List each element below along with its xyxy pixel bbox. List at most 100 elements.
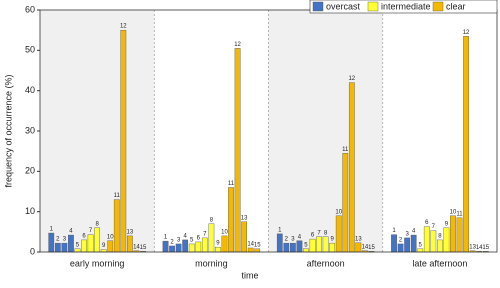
bar	[221, 235, 228, 253]
bar-label: 13	[241, 215, 248, 221]
bar	[316, 236, 322, 253]
bar	[169, 245, 175, 253]
legend-box	[309, 0, 498, 14]
bar	[195, 241, 202, 253]
bar	[201, 237, 208, 253]
bar-label: 8	[324, 230, 328, 236]
bar-label: 8	[438, 233, 442, 239]
bar-label: 7	[89, 228, 93, 234]
bar	[342, 152, 349, 253]
bar-label: 1	[392, 228, 396, 234]
bar-label: 5	[190, 238, 194, 244]
bar	[430, 230, 437, 253]
panel-background	[268, 10, 383, 252]
bar	[391, 234, 397, 253]
bar	[290, 242, 296, 253]
y-tick-label: 60	[25, 4, 35, 14]
bar-label: 5	[304, 242, 308, 248]
legend: overcast intermediate clear	[309, 0, 498, 14]
legend-label: intermediate	[381, 1, 431, 11]
bar	[175, 243, 182, 253]
bar	[437, 239, 443, 253]
bar	[296, 240, 303, 253]
bar	[234, 48, 241, 253]
bar	[254, 248, 261, 253]
bar-label: 10	[107, 234, 114, 240]
bar-label: 10	[450, 209, 457, 215]
bar-label: 12	[348, 76, 355, 82]
bar	[397, 243, 404, 253]
y-tick-label: 30	[25, 125, 35, 135]
bar	[61, 242, 68, 253]
bar-label: 4	[184, 233, 188, 239]
bar	[68, 234, 74, 253]
bar	[355, 242, 362, 253]
bar-label: 4	[412, 229, 416, 235]
bar-label: 7	[317, 230, 321, 236]
bar	[348, 82, 355, 253]
bar-label: 14	[476, 245, 483, 251]
bar	[322, 236, 329, 253]
bar-label: 5	[419, 242, 423, 248]
y-axis-label: frequency of occurrence (%)	[3, 74, 13, 187]
bar	[74, 248, 81, 253]
bar-label: 2	[170, 240, 174, 246]
bar-label: 14	[133, 244, 140, 250]
x-tick-label: morning	[195, 258, 228, 268]
bar-label: 1	[278, 227, 282, 233]
bar	[423, 226, 430, 253]
bar-label: 5	[76, 242, 80, 248]
y-tick-label: 0	[30, 246, 35, 256]
legend-swatch	[367, 1, 379, 12]
bar-label: 15	[368, 245, 375, 251]
bar-label: 12	[463, 30, 470, 36]
bar	[94, 227, 100, 253]
bar	[162, 240, 169, 253]
bar	[329, 242, 336, 253]
bar	[215, 246, 221, 253]
bar	[48, 232, 55, 253]
bar-label: 6	[82, 233, 86, 239]
bar-label: 10	[335, 209, 342, 215]
y-tick-label: 40	[25, 85, 35, 95]
x-axis-label: time	[241, 270, 258, 280]
bar-label: 1	[50, 227, 54, 233]
bar-label: 2	[399, 238, 403, 244]
bar-label: 9	[445, 221, 449, 227]
bar-label: 1	[164, 235, 168, 241]
bar	[54, 242, 61, 253]
bar-label: 14	[247, 242, 254, 248]
bar	[81, 239, 87, 253]
bar	[113, 199, 120, 253]
x-tick-label: afternoon	[307, 258, 345, 268]
bar-label: 11	[456, 211, 463, 217]
bar	[276, 233, 283, 253]
bar-label: 15	[482, 245, 489, 251]
bar	[303, 248, 309, 253]
bar-label: 11	[114, 193, 121, 199]
bar	[463, 36, 469, 253]
bar	[335, 215, 342, 253]
bar-label: 12	[234, 42, 241, 48]
bar-label: 3	[405, 231, 409, 237]
bar	[107, 240, 114, 253]
bar-label: 6	[311, 233, 315, 239]
bar	[120, 29, 127, 253]
bar	[404, 237, 411, 253]
bar	[410, 234, 417, 253]
bar-label: 15	[254, 242, 261, 248]
bar-label: 6	[425, 220, 429, 226]
bar-label: 11	[228, 181, 235, 187]
bar-label: 13	[127, 229, 134, 235]
bar	[241, 221, 247, 253]
bar-label: 9	[216, 241, 220, 247]
bar	[87, 234, 94, 253]
bar	[247, 247, 254, 253]
bar	[228, 187, 234, 253]
bar-label: 3	[63, 237, 67, 243]
bar	[456, 217, 463, 253]
bar	[188, 243, 195, 253]
y-tick-label: 20	[25, 166, 35, 176]
legend-swatch	[432, 1, 444, 12]
